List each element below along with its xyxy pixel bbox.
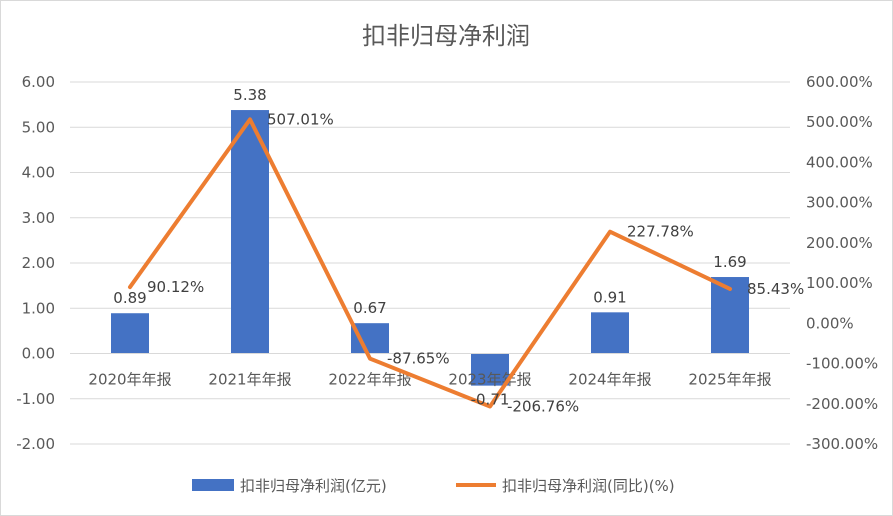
left-tick-label: 0.00 xyxy=(22,345,55,363)
category-labels: 2020年年报 2021年年报 2022年年报 2023年年报 2024年年报 2025年… xyxy=(88,371,771,389)
bar-series xyxy=(111,110,749,386)
line-path xyxy=(128,117,732,409)
line-value-label: 90.12% xyxy=(147,278,204,296)
legend-line-label: 扣非归母净利润(同比)(%) xyxy=(502,477,675,495)
chart-title: 扣非归母净利润 xyxy=(362,22,530,50)
left-tick-label: -2.00 xyxy=(16,435,55,453)
legend: 扣非归母净利润(亿元) 扣非归母净利润(同比)(%) xyxy=(192,477,675,495)
category-label: 2021年年报 xyxy=(208,371,291,389)
right-tick-label: 600.00% xyxy=(806,73,873,91)
bar xyxy=(591,312,629,354)
category-label: 2022年年报 xyxy=(328,371,411,389)
category-label: 2025年年报 xyxy=(688,371,771,389)
bar xyxy=(351,323,389,354)
bar-value-label: -0.71 xyxy=(471,391,510,409)
right-tick-label: 500.00% xyxy=(806,113,873,131)
category-label: 2020年年报 xyxy=(88,371,171,389)
right-tick-label: -100.00% xyxy=(806,355,878,373)
bar-value-label: 5.38 xyxy=(233,86,266,104)
right-tick-label: 0.00% xyxy=(806,314,854,332)
left-tick-label: 2.00 xyxy=(22,254,55,272)
bar-value-label: 0.89 xyxy=(113,289,146,307)
right-tick-label: 300.00% xyxy=(806,194,873,212)
line-series xyxy=(128,117,732,409)
left-axis: -2.00 -1.00 0.00 1.00 2.00 3.00 4.00 5.00 6.00 xyxy=(16,73,55,453)
bar xyxy=(471,353,509,386)
gridlines xyxy=(70,81,790,445)
bar-value-label: 0.91 xyxy=(593,288,626,306)
right-tick-label: -200.00% xyxy=(806,395,878,413)
line-value-label: -87.65% xyxy=(387,350,450,368)
right-tick-label: 200.00% xyxy=(806,234,873,252)
right-tick-label: 100.00% xyxy=(806,274,873,292)
right-tick-label: 400.00% xyxy=(806,153,873,171)
right-tick-label: -300.00% xyxy=(806,435,878,453)
right-axis: -300.00% -200.00% -100.00% 0.00% 100.00% 200.… xyxy=(806,73,878,453)
bar xyxy=(111,313,149,354)
left-tick-label: -1.00 xyxy=(16,390,55,408)
data-labels: 0.89 5.38 0.67 -0.71 0.91 1.69 90.12% 507.01% -8… xyxy=(113,86,804,415)
left-tick-label: 1.00 xyxy=(22,299,55,317)
line-value-label: 227.78% xyxy=(627,223,694,241)
line-value-label: 85.43% xyxy=(747,280,804,298)
left-tick-label: 4.00 xyxy=(22,164,55,182)
line-value-label: 507.01% xyxy=(267,110,334,128)
bar-value-label: 1.69 xyxy=(713,253,746,271)
left-tick-label: 3.00 xyxy=(22,209,55,227)
category-label: 2023年年报 xyxy=(448,371,531,389)
left-tick-label: 5.00 xyxy=(22,118,55,136)
category-label: 2024年年报 xyxy=(568,371,651,389)
legend-bar-label: 扣非归母净利润(亿元) xyxy=(240,477,387,495)
bar xyxy=(231,110,269,354)
bar-value-label: 0.67 xyxy=(353,299,386,317)
left-tick-label: 6.00 xyxy=(22,73,55,91)
legend-bar-swatch xyxy=(192,479,234,491)
line-value-label: -206.76% xyxy=(507,397,579,415)
